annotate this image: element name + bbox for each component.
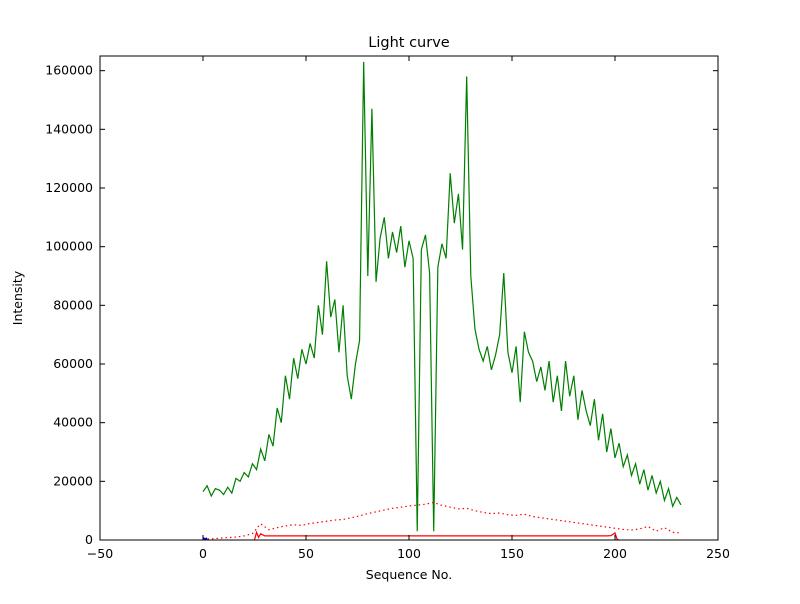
x-axis-label: Sequence No. xyxy=(366,567,452,582)
chart-title: Light curve xyxy=(368,35,450,51)
x-axis-tick-label: 100 xyxy=(397,546,421,561)
series-red-dotted-line xyxy=(202,501,681,540)
y-axis-tick-label: 120000 xyxy=(45,180,93,195)
axes-frame xyxy=(99,55,719,541)
y-axis-tick-label: 140000 xyxy=(45,121,93,136)
series-green-line xyxy=(202,61,682,532)
y-axis-tick-label: 40000 xyxy=(53,415,93,430)
x-axis-tick-label: 150 xyxy=(500,546,524,561)
y-axis-tick-label: 80000 xyxy=(53,297,93,312)
x-axis-tick-label: 0 xyxy=(199,546,207,561)
x-axis-tick-label: −50 xyxy=(87,546,113,561)
series-red-solid-line xyxy=(253,530,620,540)
series-blue-marker xyxy=(202,537,208,540)
x-axis-tick-label: 50 xyxy=(298,546,314,561)
y-axis-tick-label: 0 xyxy=(85,532,93,547)
y-axis-tick-label: 160000 xyxy=(45,63,93,78)
y-axis-tick-label: 20000 xyxy=(53,473,93,488)
tick-label-group: −50 0 50 100 150 200 2500200004000060000800001… xyxy=(45,63,730,561)
y-axis-tick-label: 100000 xyxy=(45,239,93,254)
x-axis-tick-label: 250 xyxy=(706,546,730,561)
y-axis-tick-label: 60000 xyxy=(53,356,93,371)
x-axis-tick-label: 200 xyxy=(603,546,627,561)
y-axis-label: Intensity xyxy=(10,270,25,325)
axes-group xyxy=(99,55,719,541)
plot-series-group xyxy=(202,61,682,540)
